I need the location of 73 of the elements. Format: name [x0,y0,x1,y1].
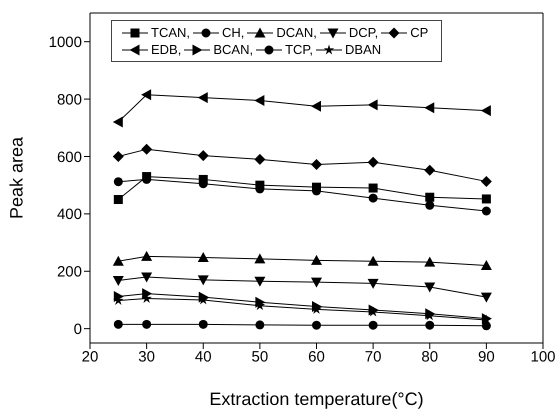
point [425,320,434,330]
legend-label: EDB, [151,41,182,58]
point [254,95,264,106]
y-axis-title: Peak area [6,136,26,220]
point [141,89,152,100]
point [480,105,491,116]
point [112,116,123,128]
point [311,278,322,288]
point [254,253,266,264]
point [425,200,434,210]
point [114,195,123,204]
point [480,176,492,187]
point [368,156,379,168]
legend-label: BCAN, [213,41,254,58]
point [425,192,434,202]
legend-label: DBAN [345,41,382,58]
point [368,184,378,193]
point [198,252,209,262]
point [424,164,436,176]
point [142,320,152,329]
point [424,102,434,114]
point [312,320,321,330]
x-tick-label: 100 [530,348,556,366]
point [368,278,379,289]
point [482,206,491,216]
x-tick-label: 70 [364,348,382,366]
point [112,276,124,286]
point [311,159,322,170]
x-tick-label: 80 [421,348,438,366]
y-tick-label: 600 [56,148,82,166]
x-tick-label: 30 [138,348,155,366]
point [198,275,209,286]
x-tick-label: 20 [82,348,98,366]
point [254,276,266,287]
legend-label: TCAN, [151,24,190,41]
point [198,150,209,162]
legend-label: DCP, [348,24,378,41]
point [311,254,322,265]
point [198,320,208,329]
point [368,194,378,203]
point [311,100,321,112]
point [368,99,378,110]
point [114,177,123,186]
legend-label: CP [410,24,428,41]
point [141,250,152,261]
x-tick-label: 60 [308,348,325,366]
point [254,154,266,165]
point [255,320,264,330]
point [482,194,491,204]
point [112,256,124,266]
point [112,150,124,162]
y-tick-label: 1000 [48,34,82,52]
x-tick-label: 40 [194,348,212,366]
x-axis-title: Extraction temperature(°C) [209,389,424,409]
legend-label: DCAN, [276,24,317,41]
point [480,260,492,270]
legend-label: CH, [222,24,244,41]
y-tick-label: 200 [56,264,82,281]
point [141,272,152,282]
legend-label: TCP, [285,41,314,58]
x-tick-label: 90 [478,348,495,366]
y-tick-label: 800 [56,91,82,108]
y-tick-label: 0 [74,320,82,338]
point [368,256,379,266]
x-tick-label: 50 [252,348,268,366]
point [198,92,208,104]
point [480,292,492,303]
point [141,144,152,155]
y-tick-label: 400 [56,206,82,224]
point [114,320,123,329]
point [368,320,378,330]
point [424,282,436,293]
point [424,256,436,267]
